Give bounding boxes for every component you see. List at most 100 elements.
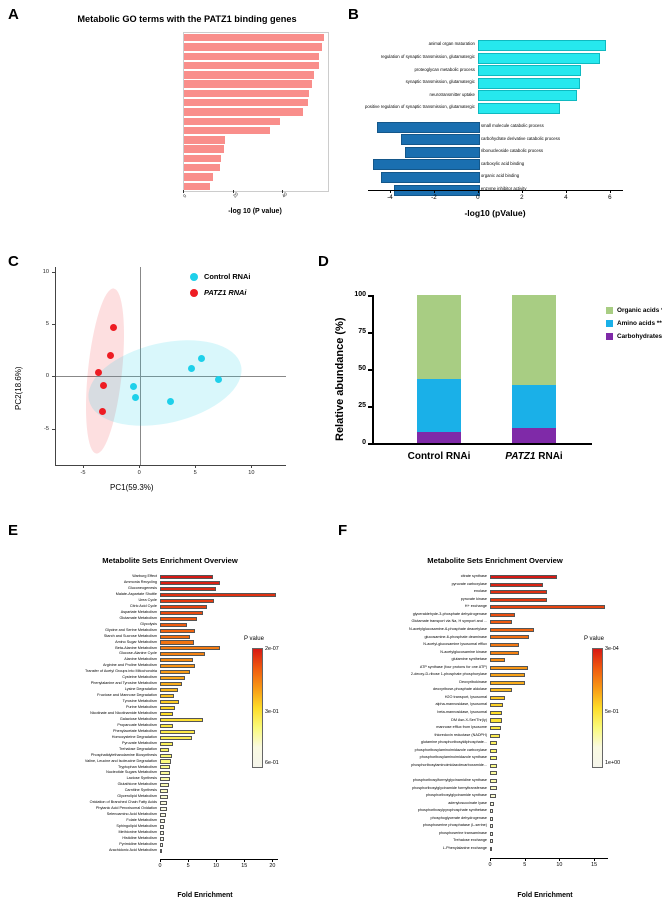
category-label: organic acid binding [480, 173, 520, 179]
x-tick-label: 20 [269, 862, 276, 869]
bar [160, 818, 166, 824]
bar [184, 99, 308, 107]
category-label: ATP synthase (four protons for one ATP) [419, 664, 487, 669]
stack-segment [417, 431, 461, 443]
bar-down [373, 159, 480, 171]
bar [490, 839, 493, 844]
data-point [188, 364, 196, 372]
category-label: N-acetylglucosamine kinase [440, 649, 487, 654]
data-point [99, 381, 107, 389]
x-tick-label: 10 [248, 470, 255, 476]
panel-a-title: Metabolic GO terms with the PATZ1 bindin… [77, 14, 297, 24]
panel-c-x-title: PC1(59.3%) [110, 483, 154, 492]
bar [160, 783, 169, 788]
x-tick-label: 6 [608, 194, 612, 201]
category-label: Selenoamino Acid Metabolism [106, 812, 157, 817]
category-label: neurotransmitter uptake [429, 91, 475, 97]
bar-up [477, 52, 600, 64]
colorbar-title: P value [244, 636, 264, 642]
y-tick-label: 100 [354, 291, 366, 298]
x-tick-mark [565, 190, 567, 193]
bar [490, 771, 497, 776]
category-label: proteoglycan metabolic process [414, 66, 475, 72]
bar [490, 620, 512, 625]
panel-f-letter: F [338, 522, 348, 539]
category-label: phosphoribosylglycinamide formyltransfer… [411, 785, 487, 790]
colorbar-mid-label: 3e-01 [265, 709, 279, 716]
y-tick-label: -5 [44, 425, 49, 432]
bar [490, 809, 494, 814]
stack-segment [512, 428, 556, 443]
x-tick-mark [477, 190, 479, 193]
bar [160, 789, 169, 794]
bar [160, 634, 190, 639]
bar [160, 682, 183, 687]
bar [184, 126, 270, 135]
bar [160, 694, 175, 699]
bar [490, 846, 492, 851]
category-label: Arginine and Proline Metabolism [103, 663, 157, 668]
category-label: phosphoribosylaminoimidazole carboxylase [414, 747, 487, 752]
category-label: enolase [473, 589, 487, 594]
category-label: Glutathione Metabolism [117, 782, 157, 787]
bar [160, 705, 175, 710]
bar [184, 117, 280, 125]
category-label: pyruvate carboxylase [451, 581, 487, 586]
category-label: Methionine Metabolism [118, 829, 157, 834]
x-tick-mark [183, 190, 184, 193]
category-label: carbohydrate derivative catabolic proces… [480, 135, 560, 141]
panel-c-y-title: PC2(18.6%) [14, 366, 23, 410]
legend-swatch [606, 333, 613, 340]
bar [184, 89, 310, 98]
bar [184, 173, 213, 181]
x-tick-mark [282, 190, 284, 193]
bar [160, 753, 172, 758]
data-point [107, 351, 115, 359]
data-point [215, 376, 223, 384]
x-tick-mark [244, 858, 246, 862]
colorbar-top-label: 2e-07 [265, 646, 279, 652]
x-tick-mark [160, 858, 161, 862]
panel-f-title: Metabolite Sets Enrichment Overview [427, 556, 563, 565]
legend-label: Amino acids *** [617, 319, 662, 327]
y-tick-label: 75 [358, 328, 366, 335]
x-tick-mark [188, 858, 190, 862]
x-tick-label: 0 [182, 193, 188, 199]
category-label: Fructose and Mannose Degradation [97, 693, 157, 698]
bar [490, 710, 503, 715]
bar [160, 741, 173, 746]
bar [160, 610, 203, 615]
category-label: synaptic transmission, glutamatergic [405, 79, 475, 85]
bar [160, 592, 276, 597]
category-label: Tyrosine Metabolism [122, 699, 157, 704]
category-label: carboxylic acid binding [480, 160, 525, 166]
bar [184, 164, 220, 172]
bar [184, 52, 320, 60]
category-label: Urea Cycle [138, 597, 157, 602]
bar [160, 824, 165, 829]
category-label: 2-deoxy-D-ribose 1-phosphate phosphoryla… [410, 672, 487, 677]
legend-label: Control RNAi [204, 272, 251, 281]
bar-up [477, 77, 580, 89]
bar [184, 154, 222, 163]
category-label: L-Phenylalanine exchange [442, 845, 487, 850]
x-tick-mark [139, 465, 141, 468]
bar [184, 182, 211, 191]
x-tick-label: 4 [564, 194, 568, 201]
category-label: Glycine and Serine Metabolism [105, 627, 157, 632]
bar [160, 622, 187, 627]
bar [160, 575, 213, 580]
category-label: Starch and Sucrose Metabolism [103, 633, 157, 638]
bar [490, 816, 494, 821]
category-label: phosphoribosylglycinamide synthase [425, 793, 487, 798]
legend-swatch [606, 320, 613, 327]
category-label: H+ exchange [464, 604, 487, 609]
category-label: glucosamine-6-phosphate deaminase [424, 634, 487, 639]
category-label: Tryptophan Metabolism [117, 764, 157, 769]
colorbar-gradient [252, 648, 263, 768]
colorbar-bottom-label: 6e-01 [265, 760, 279, 766]
stack-segment [512, 384, 556, 429]
bar [490, 680, 526, 685]
panel-d-y-title: Relative abundance (%) [334, 317, 346, 441]
x-tick-label: 5 [523, 862, 527, 869]
